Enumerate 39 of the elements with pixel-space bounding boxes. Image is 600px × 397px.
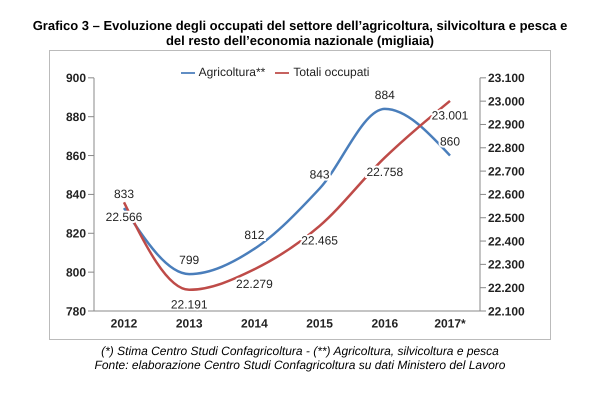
data-label: 22.279	[236, 276, 274, 291]
text: (*) Stima Centro Studi Confagricoltura - (**) Agricoltura, silvicoltura e pesca	[100, 344, 500, 358]
y2-tick-label: 23.100	[488, 71, 526, 86]
data-label: 833	[114, 187, 134, 202]
y-tick-label: 780	[66, 304, 86, 318]
y2-tick-label: 22.700	[488, 164, 526, 178]
y2-tick-label: 22.500	[488, 210, 526, 225]
y2-tick-label: 22.600	[488, 188, 526, 202]
source-note: Fonte: elaborazione Centro Studi Confagricoltura su dati Ministero del Lavoro	[94, 358, 506, 372]
y2-tick-label: 22.200	[488, 280, 526, 295]
x-tick-label: 2014	[241, 316, 268, 331]
data-label: 843	[310, 168, 330, 182]
x-tick-label: 2016	[371, 316, 398, 331]
y2-tick-label: 22.100	[488, 304, 526, 318]
x-tick-label: 2017*	[434, 316, 466, 331]
x-tick-label: 2015	[306, 316, 334, 331]
data-label: 23.001	[432, 108, 469, 122]
x-tick-label: 2012	[110, 316, 138, 331]
legend-label: Agricoltura**	[198, 65, 266, 79]
y2-tick-label: 22.900	[488, 118, 526, 132]
y-tick-label: 800	[66, 265, 86, 280]
y2-tick-label: 22.800	[488, 141, 526, 156]
data-label: 799	[179, 253, 200, 268]
data-label: 22.465	[301, 233, 338, 248]
data-label: 22.191	[170, 297, 208, 312]
y-tick-label: 880	[66, 110, 86, 124]
data-label: 860	[440, 134, 460, 149]
legend-label: Totali occupati	[293, 65, 370, 79]
data-label: 812	[244, 228, 265, 242]
y-tick-label: 820	[66, 226, 86, 241]
y2-tick-label: 22.400	[488, 234, 526, 248]
y2-tick-label: 23.000	[488, 94, 526, 108]
chart-title: Grafico 3 – Evoluzione degli occupati del settore dell’agricoltura, silvicoltura e pesca e del resto dell’economia nazionale (migliaia)	[32, 17, 568, 50]
y2-tick-label: 22.300	[488, 258, 526, 272]
y-tick-label: 900	[66, 71, 86, 86]
y-tick-label: 840	[66, 188, 86, 202]
x-tick-label: 2013	[176, 316, 203, 331]
data-label: 884	[374, 88, 396, 102]
y-tick-label: 860	[66, 148, 86, 163]
